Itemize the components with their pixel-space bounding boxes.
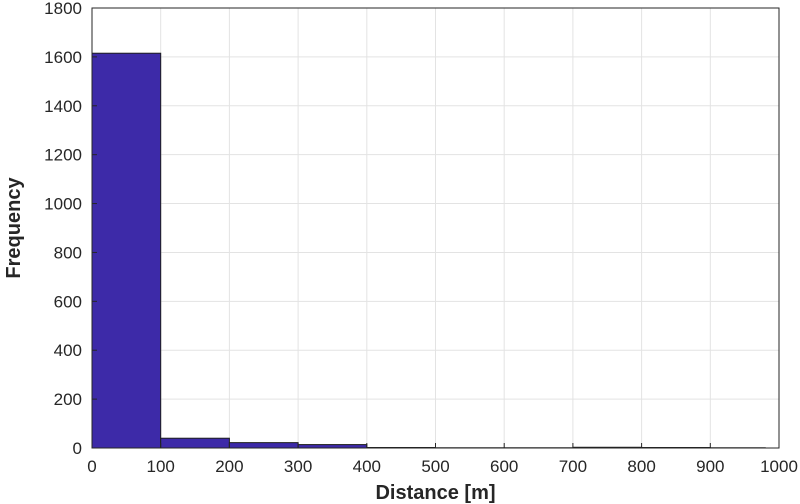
x-tick-label: 200: [215, 457, 243, 476]
x-tick-label: 900: [696, 457, 724, 476]
y-tick-label: 1000: [44, 195, 82, 214]
y-tick-label: 600: [54, 292, 82, 311]
x-tick-label: 500: [421, 457, 449, 476]
x-tick-label: 600: [490, 457, 518, 476]
y-tick-label: 1400: [44, 97, 82, 116]
y-tick-label: 1200: [44, 146, 82, 165]
x-tick-label: 400: [353, 457, 381, 476]
y-axis-label: Frequency: [3, 177, 25, 279]
x-tick-label: 800: [627, 457, 655, 476]
x-tick-label: 300: [284, 457, 312, 476]
x-tick-label: 0: [87, 457, 96, 476]
histogram-bar: [91, 52, 162, 449]
x-tick-label: 100: [147, 457, 175, 476]
histogram-bar: [297, 444, 368, 449]
y-tick-label: 1600: [44, 48, 82, 67]
grid-lines: [91, 7, 780, 449]
bars: [91, 52, 766, 449]
x-tick-label: 1000: [760, 457, 798, 476]
histogram-bar: [160, 437, 230, 449]
x-axis-label: Distance [m]: [375, 482, 495, 504]
y-tick-label: 0: [73, 439, 82, 458]
y-tick-label: 800: [54, 243, 82, 262]
y-tick-label: 200: [54, 390, 82, 409]
x-tick-labels: 0 100 200 300 400 500 600 700 800 900 1000: [87, 443, 798, 476]
histogram-bar: [228, 442, 299, 449]
y-tick-label: 1800: [44, 0, 82, 18]
y-tick-label: 400: [54, 341, 82, 360]
y-tick-labels: 0 200 400 600 800 1000 1200 1400 1600 1800: [44, 0, 97, 458]
x-tick-label: 700: [559, 457, 587, 476]
